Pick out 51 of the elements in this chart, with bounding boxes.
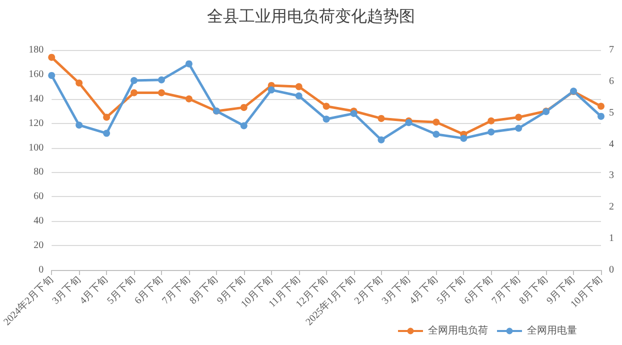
y-tick-label: 0 (38, 264, 44, 276)
point (130, 76, 138, 84)
y-tick-label: 60 (34, 191, 44, 202)
legend-label: 全网用电量 (527, 324, 577, 336)
point (185, 60, 192, 68)
y2-tick-label: 1 (609, 233, 614, 244)
y-tick-label: 180 (28, 44, 44, 56)
point (322, 116, 330, 123)
y2-tick-label: 4 (609, 138, 614, 150)
legend-label: 全网用电负荷 (428, 324, 488, 336)
point (378, 136, 385, 144)
y-tick-label: 160 (28, 68, 44, 80)
y-tick-label: 20 (34, 240, 44, 252)
point (240, 122, 248, 130)
point (460, 134, 468, 142)
point (185, 95, 192, 102)
point (76, 80, 83, 86)
point (598, 112, 604, 120)
point (158, 76, 165, 84)
point (598, 102, 604, 110)
y2-tick-label: 5 (609, 107, 614, 118)
point (103, 114, 110, 121)
y2-tick-label: 6 (609, 76, 614, 87)
point (295, 92, 302, 100)
point (378, 114, 385, 122)
y-tick-label: 100 (28, 142, 44, 154)
point (130, 89, 138, 96)
point (488, 128, 495, 136)
point (432, 130, 440, 138)
y-tick-label: 40 (34, 216, 44, 227)
y2-tick-label: 7 (609, 44, 614, 56)
point (240, 104, 248, 111)
point (158, 89, 165, 96)
point (295, 83, 302, 90)
point (488, 117, 495, 124)
chart-title: 全县工业用电负荷变化趋势图 (207, 8, 415, 26)
y-tick-label: 120 (28, 118, 44, 129)
y2-tick-label: 2 (609, 202, 614, 213)
point (103, 130, 110, 137)
point (432, 118, 440, 126)
point (515, 114, 522, 121)
point (515, 124, 522, 132)
point (322, 102, 330, 110)
point (48, 72, 56, 79)
point (76, 122, 83, 129)
y2-tick-label: 0 (609, 264, 614, 276)
y-tick-label: 80 (34, 166, 44, 178)
point (48, 54, 56, 61)
y2-tick-label: 3 (609, 170, 614, 182)
y-tick-label: 140 (28, 93, 44, 104)
point (268, 86, 275, 94)
